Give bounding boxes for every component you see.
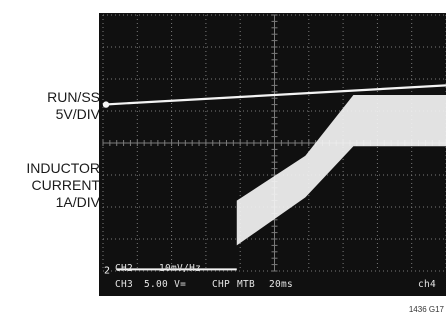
readout-chp: CHP (212, 279, 231, 290)
run-ss-scale: 5V/DIV (55, 106, 100, 122)
inductor-label-line1: INDUCTOR (26, 160, 100, 176)
figure-id: 1436 G17 (408, 305, 444, 314)
inductor-label-line2: CURRENT (31, 177, 100, 193)
readout-mtb: MTB (237, 279, 256, 290)
inductor-scale: 1A/DIV (55, 194, 100, 210)
readout-channel-3: CH3 (115, 279, 134, 290)
readout-channel-2: CH2 (115, 263, 134, 274)
ground-marker: 2 (104, 265, 110, 276)
run-ss-trace (102, 84, 446, 106)
scope-plot: 2 (102, 14, 446, 276)
readout-ch3-scale: 5.00 V= (144, 279, 187, 290)
run-ss-label: RUN/SS 5V/DIV (47, 89, 100, 123)
run-ss-marker (102, 101, 110, 108)
inductor-current-label: INDUCTOR CURRENT 1A/DIV (26, 160, 100, 211)
oscilloscope-screen: 2 CH2 10mV/Hz CH3 5.00 V= CHP MTB 20ms c… (99, 13, 446, 296)
readout-channel-4: ch4 (418, 279, 437, 290)
readout-ch2-scale: 10mV/Hz (159, 263, 202, 274)
readout-timebase: 20ms (269, 279, 294, 290)
run-ss-name: RUN/SS (47, 89, 100, 105)
inductor-current-envelope (236, 95, 446, 246)
